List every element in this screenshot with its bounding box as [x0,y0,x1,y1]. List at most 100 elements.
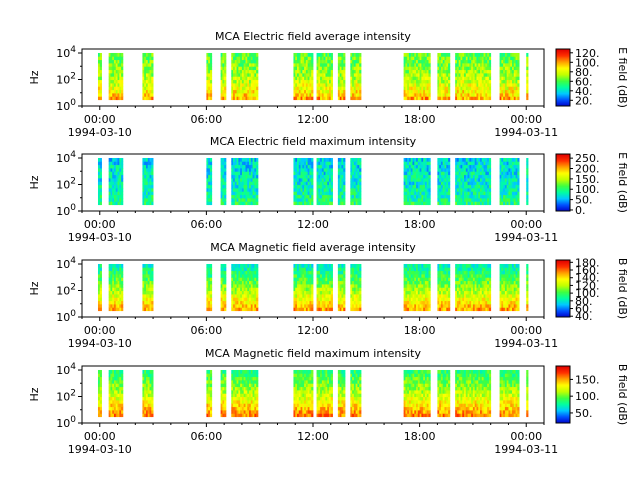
spectrogram-cell [352,69,355,74]
spectrogram-cell [208,52,211,57]
spectrogram-cell [442,167,445,172]
spectrogram-cell [357,284,360,288]
spectrogram-cell [142,79,145,84]
spectrogram-cell [471,157,474,162]
spectrogram-cell [295,178,298,182]
spectrogram-cell [417,178,421,182]
spectrogram-cell [330,56,333,61]
spectrogram-cell [220,171,223,176]
spectrogram-cell [318,304,321,308]
spectrogram-cell [426,93,429,97]
spectrogram-cell [323,201,326,206]
spectrogram-cell [209,96,213,101]
spectrogram-cell [474,73,477,77]
spectrogram-cell [339,59,342,64]
spectrogram-cell [437,83,440,87]
colorbar-strip [556,166,570,168]
spectrogram-cell [149,263,152,268]
spectrogram-cell [416,66,419,71]
spectrogram-cell [526,198,529,202]
spectrogram-cell [410,66,413,71]
spectrogram-cell [352,294,355,298]
spectrogram-cell [113,270,117,275]
spectrogram-cell [302,93,305,97]
spectrogram-cell [309,89,312,94]
spectrogram-cell [424,307,428,312]
spectrogram-cell [151,59,154,64]
spectrogram-cell [234,294,237,298]
spectrogram-cell [243,194,246,199]
spectrogram-cell [407,304,410,308]
spectrogram-cell [119,76,122,81]
spectrogram-cell [357,79,360,84]
spectrogram-cell [99,96,102,101]
spectrogram-cell [417,59,421,64]
spectrogram-cell [328,201,332,206]
spectrogram-cell [341,284,344,288]
spectrogram-cell [209,273,213,278]
spectrogram-cell [423,181,426,186]
spectrogram-cell [407,198,410,202]
spectrogram-cell [142,171,145,176]
spectrogram-cell [209,191,213,196]
spectrogram-cell [112,164,115,169]
spectrogram-cell [250,174,253,179]
spectrogram-cell [323,83,326,87]
spectrogram-cell [471,69,474,74]
spectrogram-cell [149,297,152,302]
spectrogram-cell [311,280,314,285]
spectrogram-cell [236,284,239,288]
spectrogram-cell [252,263,255,268]
spectrogram-cell [144,194,147,199]
spectrogram-cell [110,201,113,206]
spectrogram-cell [428,307,431,312]
spectrogram-cell [478,76,481,81]
spectrogram-cell [119,86,122,91]
spectrogram-cell [503,73,506,77]
spectrogram-cell [407,69,410,74]
spectrogram-cell [113,62,117,67]
spectrogram-cell [304,304,307,308]
spectrogram-cell [503,198,506,202]
spectrogram-cell [440,56,444,61]
spectrogram-cell [416,167,419,172]
spectrogram-cell [455,290,458,295]
spectrogram-cell [298,181,301,186]
spectrogram-cell [428,284,431,288]
spectrogram-cell [238,181,241,186]
spectrogram-cell [359,287,362,292]
spectrogram-cell [327,287,330,292]
spectrogram-cell [446,280,449,285]
spectrogram-cell [474,184,477,189]
spectrogram-cell [464,157,467,162]
spectrogram-cell [412,198,415,202]
spectrogram-cell [254,290,257,295]
spectrogram-cell [97,52,101,57]
spectrogram-cell [241,304,245,308]
spectrogram-cell [300,69,303,74]
spectrogram-cell [112,307,115,312]
spectrogram-cell [416,86,419,91]
spectrogram-cell [224,161,227,166]
spectrogram-cell [149,270,152,275]
spectrogram-cell [115,294,118,298]
spectrogram-cell [323,307,326,312]
spectrogram-cell [421,86,424,91]
spectrogram-cell [423,56,426,61]
spectrogram-cell [209,164,213,169]
spectrogram-cell [220,267,223,272]
spectrogram-cell [352,59,355,64]
spectrogram-cell [224,59,227,64]
spectrogram-cell [485,198,488,202]
spectrogram-cell [250,290,253,295]
spectrogram-cell [236,96,239,101]
spectrogram-cell [343,287,346,292]
spectrogram-cell [295,89,298,94]
spectrogram-cell [293,263,296,268]
spectrogram-cell [353,297,357,302]
spectrogram-cell [220,284,223,288]
spectrogram-cell [448,52,451,57]
spectrogram-cell [426,188,429,192]
spectrogram-cell [297,52,300,57]
spectrogram-cell [446,181,449,186]
